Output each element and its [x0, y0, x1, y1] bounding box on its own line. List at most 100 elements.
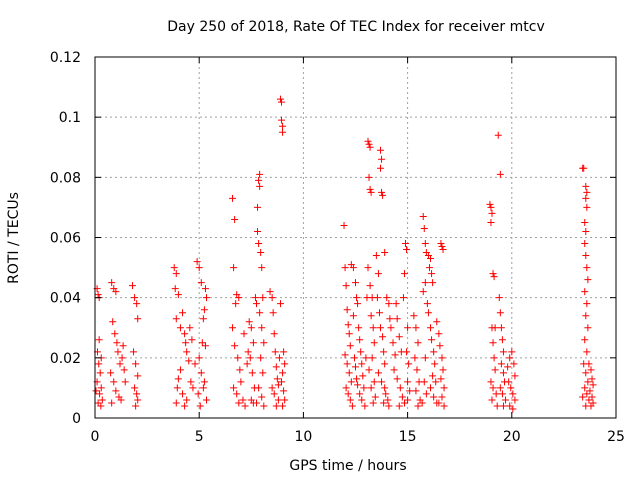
- data-point: [366, 185, 374, 193]
- data-point: [489, 339, 497, 347]
- data-point: [134, 315, 142, 323]
- data-point: [365, 366, 373, 374]
- data-point: [354, 300, 362, 308]
- data-point: [258, 393, 266, 401]
- data-point: [362, 354, 370, 362]
- data-point: [356, 336, 364, 344]
- data-point: [187, 378, 195, 386]
- data-point: [439, 246, 447, 254]
- data-point: [279, 402, 287, 410]
- data-point: [349, 312, 357, 320]
- data-point: [399, 294, 407, 302]
- data-point: [193, 258, 201, 266]
- data-point: [259, 294, 267, 302]
- data-point: [255, 384, 263, 392]
- data-point: [233, 390, 241, 398]
- data-point: [364, 137, 372, 145]
- data-point: [230, 384, 238, 392]
- data-point: [343, 360, 351, 368]
- data-point: [385, 300, 393, 308]
- data-point: [395, 402, 403, 410]
- data-point: [430, 393, 438, 401]
- data-point: [199, 384, 207, 392]
- data-point: [110, 378, 118, 386]
- data-point: [421, 354, 429, 362]
- x-tick-label: 25: [607, 429, 625, 445]
- x-tick-label: 5: [195, 429, 204, 445]
- data-point: [353, 375, 361, 383]
- data-point: [582, 369, 590, 377]
- data-point: [186, 324, 194, 332]
- data-point: [268, 294, 276, 302]
- data-point: [437, 375, 445, 383]
- data-point: [423, 300, 431, 308]
- data-point: [245, 318, 253, 326]
- data-point: [270, 330, 278, 338]
- data-point: [584, 324, 592, 332]
- data-point: [201, 342, 209, 350]
- data-point: [112, 288, 120, 296]
- data-point: [343, 306, 351, 314]
- data-point: [411, 354, 419, 362]
- data-point: [430, 348, 438, 356]
- data-point: [506, 402, 514, 410]
- data-point: [421, 279, 429, 287]
- data-point: [486, 200, 494, 208]
- data-point: [132, 360, 140, 368]
- data-point: [364, 264, 372, 272]
- data-point: [393, 315, 401, 323]
- data-point: [121, 378, 129, 386]
- data-point: [268, 384, 276, 392]
- data-point: [381, 249, 389, 257]
- data-point: [427, 324, 435, 332]
- data-point: [188, 336, 196, 344]
- data-point: [374, 369, 382, 377]
- data-point: [248, 369, 256, 377]
- data-point: [377, 146, 385, 154]
- data-point: [235, 399, 243, 407]
- data-point: [257, 249, 265, 257]
- data-point: [490, 354, 498, 362]
- data-point: [582, 194, 590, 202]
- data-point: [398, 393, 406, 401]
- data-point: [345, 369, 353, 377]
- data-point: [586, 387, 594, 395]
- data-point: [386, 315, 394, 323]
- data-point: [229, 194, 237, 202]
- data-point: [273, 375, 281, 383]
- data-point: [257, 354, 265, 362]
- data-point: [230, 264, 238, 272]
- data-point: [378, 188, 386, 196]
- data-point: [352, 363, 359, 371]
- data-point: [271, 348, 279, 356]
- data-point: [176, 366, 184, 374]
- data-point: [427, 255, 435, 263]
- data-point: [367, 312, 375, 320]
- data-point: [256, 170, 264, 178]
- data-point: [269, 309, 277, 317]
- data-point: [429, 279, 437, 287]
- data-point: [404, 324, 412, 332]
- x-tick-label: 0: [91, 429, 100, 445]
- data-point: [584, 276, 592, 284]
- data-point: [108, 279, 116, 287]
- data-point: [278, 98, 286, 106]
- y-tick-labels: 0 0.02 0.04 0.06 0.08 0.1 0.12: [50, 50, 81, 427]
- data-point: [404, 378, 412, 386]
- data-point: [235, 294, 243, 302]
- data-point: [200, 306, 208, 314]
- data-point: [433, 318, 441, 326]
- data-point: [249, 339, 257, 347]
- data-point: [195, 354, 203, 362]
- data-point: [496, 384, 504, 392]
- data-point: [356, 390, 364, 398]
- data-point: [346, 342, 354, 350]
- data-point: [498, 336, 506, 344]
- data-point: [427, 384, 435, 392]
- y-tick-label: 0: [72, 411, 81, 427]
- data-point: [438, 393, 446, 401]
- data-point: [582, 252, 590, 260]
- data-point: [172, 270, 180, 278]
- data-point: [488, 209, 496, 217]
- data-point: [198, 339, 206, 347]
